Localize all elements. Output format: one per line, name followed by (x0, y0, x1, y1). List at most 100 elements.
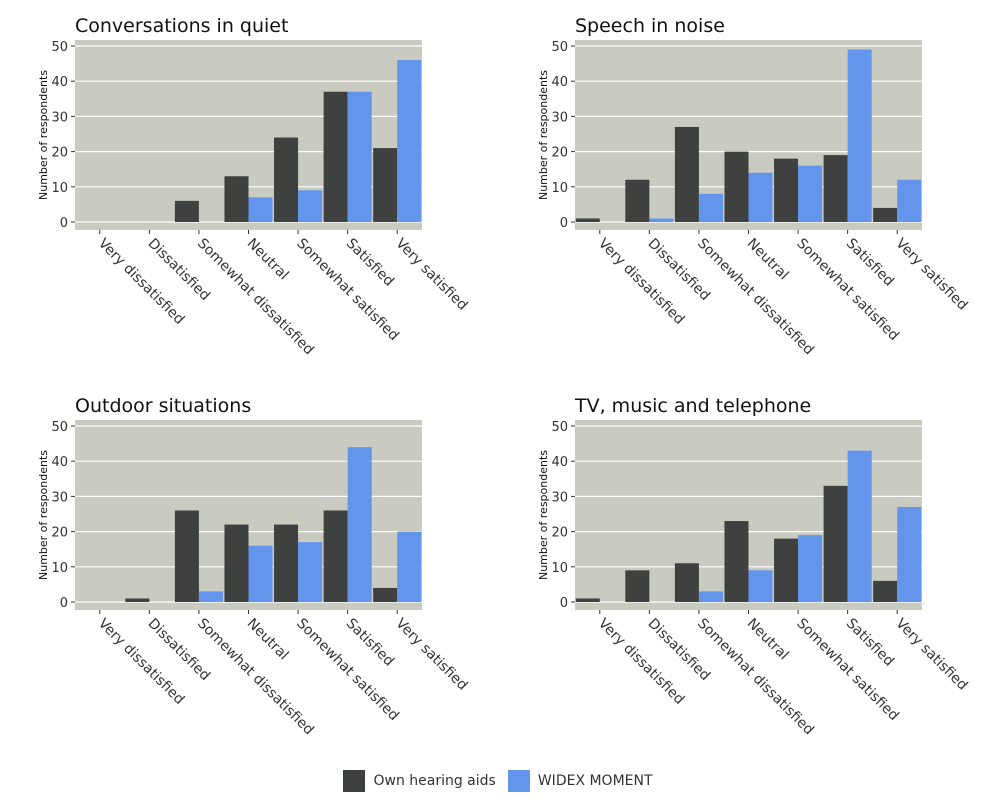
y-tick-label-40: 40 (51, 75, 68, 90)
x-tick-label-very-satisfied: Very satisfied (892, 616, 970, 694)
x-tick-label-neutral: Neutral (244, 236, 292, 284)
bar-widex-moment-somewhat-dissatisfied (698, 591, 723, 602)
bar-widex-moment-neutral (748, 172, 773, 222)
bar-widex-moment-satisfied (847, 49, 872, 222)
bar-own-hearing-aids-somewhat-satisfied (774, 538, 799, 602)
bar-own-hearing-aids-neutral (224, 524, 249, 602)
y-tick-label-20: 20 (551, 146, 568, 161)
y-tick-label-50: 50 (551, 420, 568, 435)
bar-own-hearing-aids-dissatisfied (625, 570, 650, 602)
bar-own-hearing-aids-satisfied (323, 510, 348, 602)
bar-widex-moment-somewhat-satisfied (798, 535, 823, 602)
bar-own-hearing-aids-very-satisfied (873, 580, 898, 602)
bar-own-hearing-aids-neutral (724, 521, 749, 602)
bar-own-hearing-aids-very-satisfied (873, 207, 898, 222)
bar-own-hearing-aids-satisfied (323, 91, 348, 222)
bar-widex-moment-satisfied (347, 447, 372, 602)
y-tick-label-30: 30 (51, 490, 68, 505)
bar-own-hearing-aids-very-satisfied (373, 148, 398, 222)
x-tick-label-very-dissatisfied: Very dissatisfied (95, 616, 187, 708)
bar-own-hearing-aids-satisfied (823, 155, 848, 222)
bar-own-hearing-aids-dissatisfied (625, 179, 650, 222)
x-tick-label-very-satisfied: Very satisfied (892, 236, 970, 314)
bar-widex-moment-neutral (748, 570, 773, 602)
x-tick-label-very-satisfied: Very satisfied (392, 616, 470, 694)
y-tick-label-0: 0 (560, 216, 568, 231)
y-tick-label-0: 0 (60, 216, 68, 231)
chart-title: Outdoor situations (75, 395, 251, 417)
x-tick-label-neutral: Neutral (744, 616, 792, 664)
bar-own-hearing-aids-very-dissatisfied (575, 218, 600, 222)
x-tick-label-neutral: Neutral (244, 616, 292, 664)
y-tick-label-0: 0 (60, 596, 68, 611)
chart-title: TV, music and telephone (574, 395, 811, 417)
bar-own-hearing-aids-neutral (224, 176, 249, 222)
bar-own-hearing-aids-somewhat-dissatisfied (174, 510, 199, 602)
bar-own-hearing-aids-satisfied (823, 485, 848, 602)
y-tick-label-0: 0 (560, 596, 568, 611)
legend-item-own: Own hearing aids (343, 770, 499, 792)
bar-own-hearing-aids-very-satisfied (373, 587, 398, 602)
y-tick-label-20: 20 (51, 146, 68, 161)
bar-widex-moment-somewhat-satisfied (298, 542, 323, 602)
bar-own-hearing-aids-somewhat-dissatisfied (674, 563, 699, 602)
bar-widex-moment-very-satisfied (897, 179, 922, 222)
bar-own-hearing-aids-somewhat-dissatisfied (174, 200, 199, 222)
x-tick-label-very-dissatisfied: Very dissatisfied (595, 236, 687, 328)
x-tick-label-somewhat-satisfied: Somewhat satisfied (793, 616, 901, 724)
chart-panel-outdoor-situations: 0 10 20 30 40 50 Outdoor situations Number of r… (37, 395, 470, 738)
bar-own-hearing-aids-somewhat-satisfied (274, 137, 299, 222)
y-tick-label-10: 10 (551, 181, 568, 196)
y-tick-label-40: 40 (51, 455, 68, 470)
bar-widex-moment-somewhat-dissatisfied (198, 591, 223, 602)
chart-title: Conversations in quiet (75, 15, 288, 37)
bar-widex-moment-somewhat-satisfied (798, 165, 823, 222)
y-tick-label-50: 50 (51, 420, 68, 435)
y-tick-label-20: 20 (551, 526, 568, 541)
x-tick-label-very-dissatisfied: Very dissatisfied (595, 616, 687, 708)
bar-widex-moment-dissatisfied (649, 218, 674, 222)
bar-own-hearing-aids-somewhat-satisfied (274, 524, 299, 602)
y-axis-label: Number of respondents (537, 450, 550, 580)
bar-widex-moment-neutral (248, 545, 273, 602)
chart-title: Speech in noise (575, 15, 725, 37)
x-tick-label-somewhat-satisfied: Somewhat satisfied (293, 236, 401, 344)
legend: Own hearing aids WIDEX MOMENT (0, 768, 1000, 794)
bar-widex-moment-very-satisfied (397, 60, 422, 222)
bar-widex-moment-somewhat-satisfied (298, 190, 323, 222)
bar-own-hearing-aids-dissatisfied (125, 598, 150, 602)
y-tick-label-50: 50 (51, 40, 68, 55)
bar-widex-moment-satisfied (847, 450, 872, 602)
legend-label-own: Own hearing aids (373, 773, 496, 789)
x-tick-label-very-dissatisfied: Very dissatisfied (95, 236, 187, 328)
y-tick-label-40: 40 (551, 75, 568, 90)
bar-own-hearing-aids-somewhat-satisfied (774, 158, 799, 222)
y-tick-label-20: 20 (51, 526, 68, 541)
legend-swatch-widex (507, 770, 530, 792)
y-axis-label: Number of respondents (37, 70, 50, 200)
y-tick-label-10: 10 (51, 181, 68, 196)
bar-widex-moment-somewhat-dissatisfied (698, 193, 723, 222)
x-tick-label-very-satisfied: Very satisfied (392, 236, 470, 314)
y-axis-label: Number of respondents (37, 450, 50, 580)
y-tick-label-30: 30 (51, 110, 68, 125)
bar-widex-moment-very-satisfied (397, 531, 422, 602)
y-axis-label: Number of respondents (537, 70, 550, 200)
chart-panel-speech-in-noise: 0 10 20 30 40 50 Speech in noise Number of resp… (537, 15, 970, 358)
y-tick-label-40: 40 (551, 455, 568, 470)
bar-own-hearing-aids-very-dissatisfied (575, 598, 600, 602)
x-tick-label-neutral: Neutral (744, 236, 792, 284)
y-tick-label-30: 30 (551, 110, 568, 125)
y-tick-label-50: 50 (551, 40, 568, 55)
legend-label-widex: WIDEX MOMENT (537, 773, 653, 789)
bar-own-hearing-aids-somewhat-dissatisfied (674, 126, 699, 222)
legend-swatch-own (343, 770, 366, 792)
legend-item-widex: WIDEX MOMENT (507, 770, 657, 792)
bar-widex-moment-satisfied (347, 91, 372, 222)
y-tick-label-10: 10 (551, 561, 568, 576)
y-tick-label-30: 30 (551, 490, 568, 505)
bar-own-hearing-aids-neutral (724, 151, 749, 222)
chart-panel-tv-music-and-telephone: 0 10 20 30 40 50 TV, music and telephone Number… (537, 395, 970, 738)
x-tick-label-somewhat-satisfied: Somewhat satisfied (793, 236, 901, 344)
